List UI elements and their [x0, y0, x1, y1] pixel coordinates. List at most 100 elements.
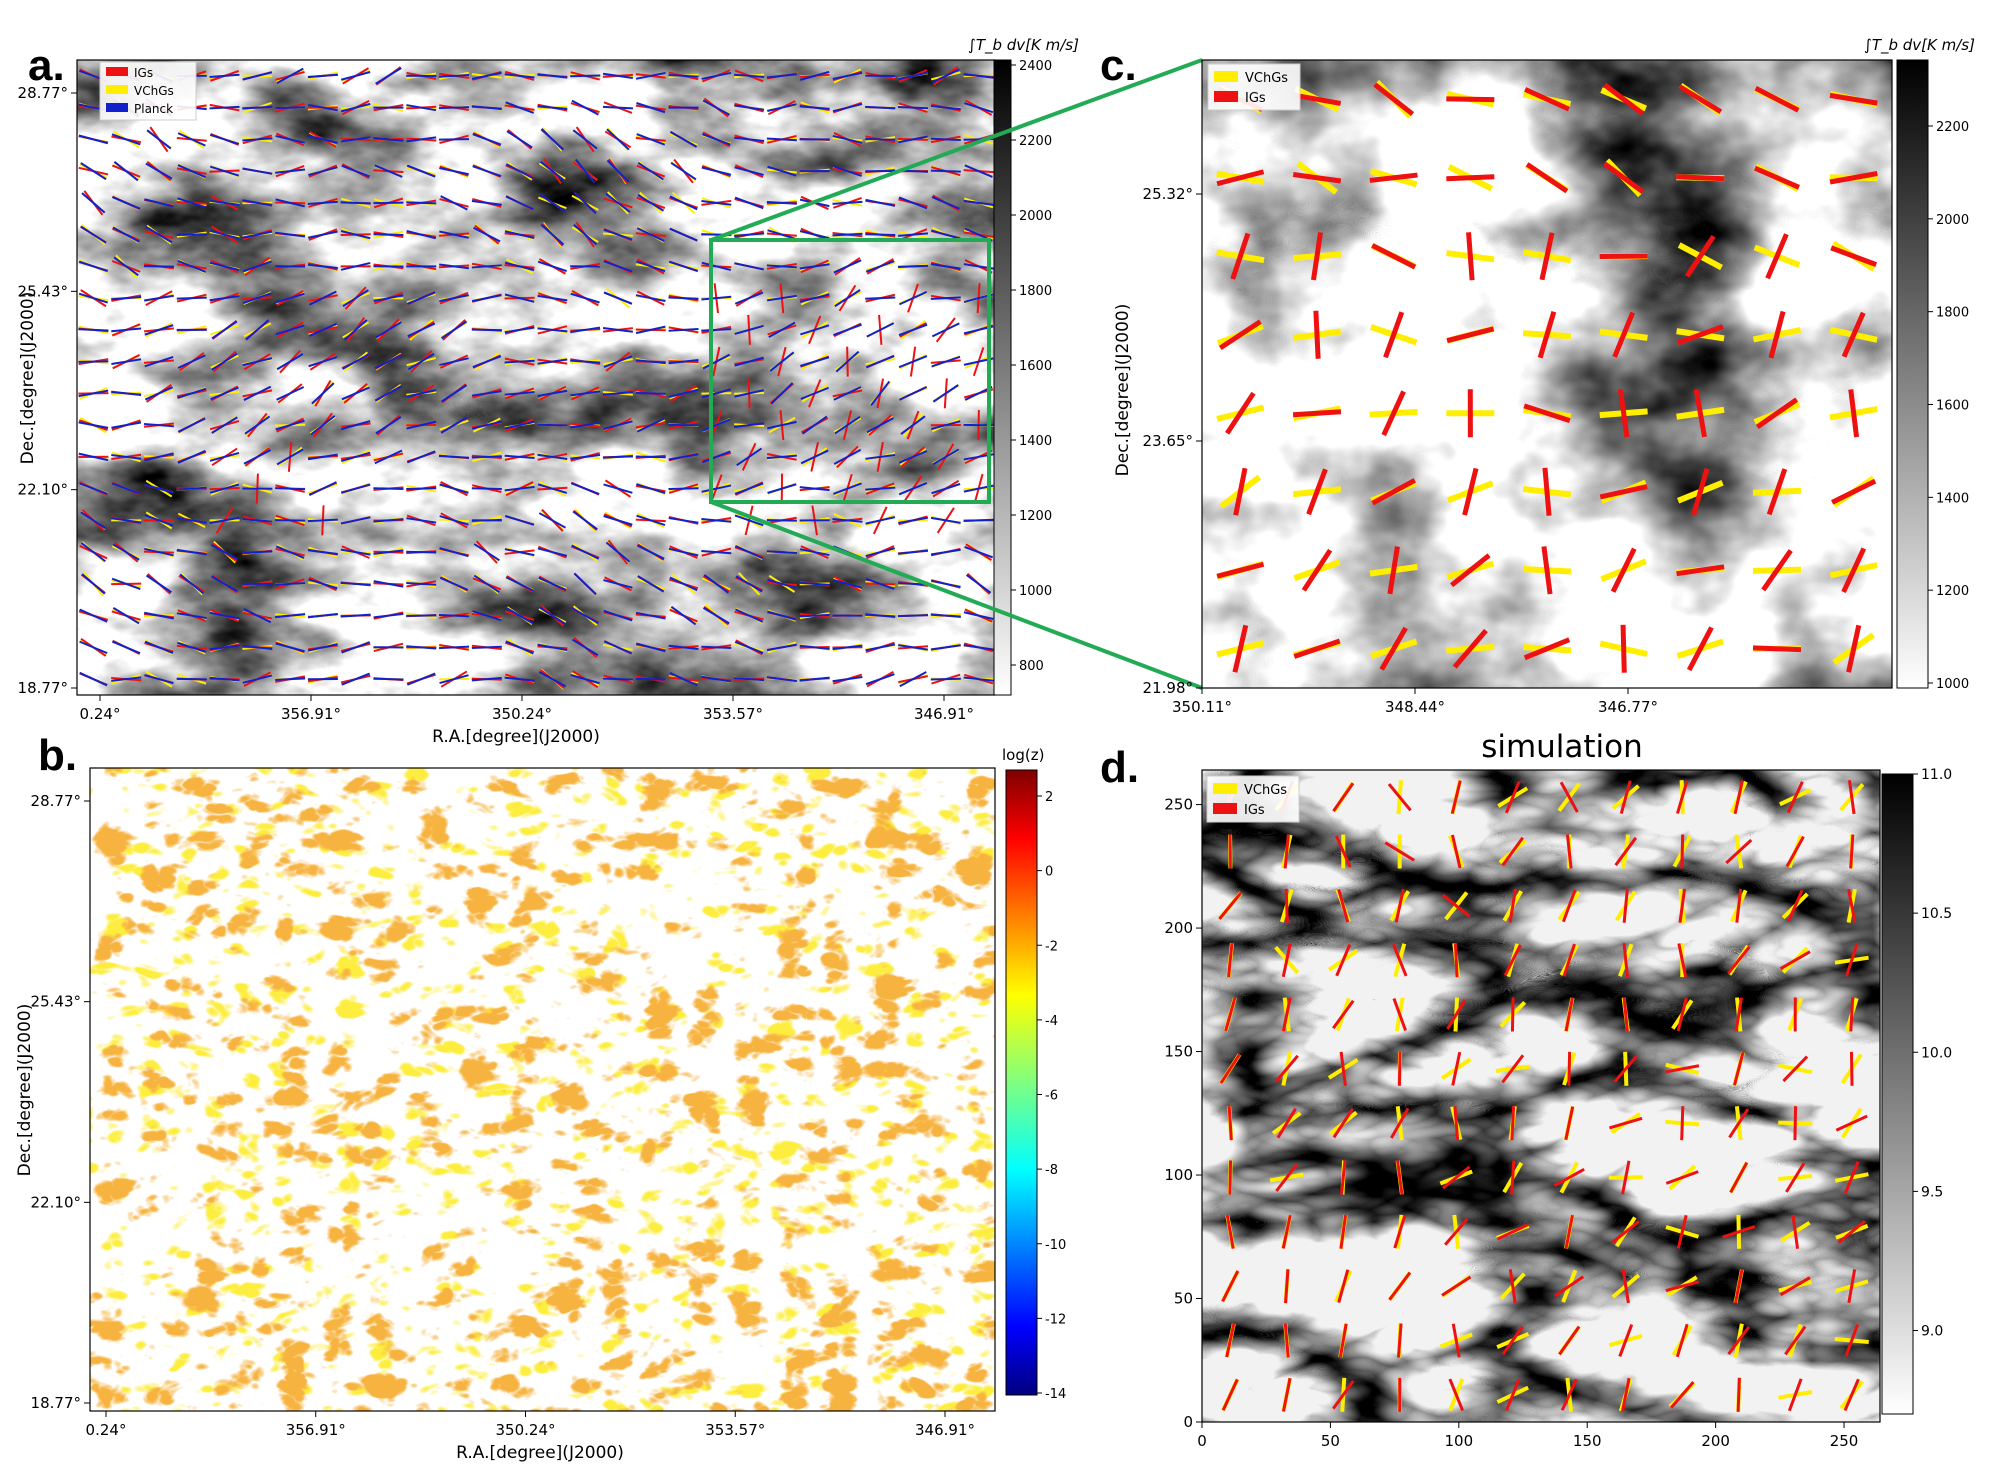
panel-b-ytick-label: 18.77°	[31, 1394, 81, 1412]
panel-c-ytick-label: 23.65°	[1143, 432, 1193, 450]
vecA-planck-vector	[570, 76, 600, 77]
panel-a-xtick-label: 0.24°	[80, 705, 121, 723]
panel-b-xtick-label: 353.57°	[705, 1421, 765, 1439]
panel-b-cbtick-label: -10	[1045, 1238, 1066, 1253]
vecA-planck-vector	[669, 297, 699, 298]
vecA-planck-vector	[898, 615, 928, 616]
legend-swatch-vchgs	[1213, 783, 1237, 794]
panel-c-ytick-label: 21.98°	[1143, 679, 1193, 697]
vecA-planck-vector	[472, 330, 502, 331]
vecA-planck-vector	[636, 679, 666, 680]
legend-swatch-igs	[1213, 803, 1237, 814]
legend-label-vchgs: VChGs	[134, 84, 174, 98]
panel-a-ylabel: Dec.[degree](J2000)	[18, 292, 38, 465]
vecA-planck-vector	[406, 552, 436, 553]
vecA-planck-vector	[537, 425, 567, 426]
vecD-igs-vector	[1512, 1161, 1514, 1195]
vecA-planck-vector	[373, 234, 403, 235]
panel-a-colorbar-label: ∫T_b dv[K m/s]	[968, 36, 1079, 55]
panel-c-cbtick-label: 1400	[1936, 491, 1969, 506]
legend-swatch-vchgs	[106, 85, 128, 94]
panel-d-xtick-label: 250	[1830, 1432, 1859, 1450]
vecA-planck-vector	[931, 139, 961, 140]
panel-c-xtick-label: 350.11°	[1172, 698, 1232, 716]
panel-d-xtick-label: 50	[1321, 1432, 1340, 1450]
panel-c-xtick-label: 346.77°	[1598, 698, 1658, 716]
panel-b-cbtick-label: -6	[1045, 1089, 1058, 1104]
panel-d-cbtick-label: 10.5	[1921, 906, 1952, 922]
panel-b-xlabel: R.A.[degree](J2000)	[456, 1443, 624, 1463]
panel-a-ytick-label: 28.77°	[18, 84, 68, 102]
panel-c-cbtick-label: 2200	[1936, 120, 1969, 135]
panel-a-xtick-label: 346.91°	[914, 705, 974, 723]
vecD-igs-vector	[1569, 1052, 1570, 1086]
panel-d-xtick-label: 200	[1701, 1432, 1730, 1450]
vecA-planck-vector	[636, 393, 666, 394]
panel-b-cbtick-label: -12	[1045, 1312, 1066, 1327]
vecA-planck-vector	[472, 647, 502, 648]
panel-b-colorbar-ticks: 20-2-4-6-8-10-12-14	[1037, 790, 1066, 1402]
panel-d-cbtick-label: 9.0	[1921, 1324, 1943, 1340]
vecA-planck-vector	[242, 551, 272, 552]
panel-c-cbtick-label: 1800	[1936, 306, 1969, 321]
panel-b-cbtick-label: 0	[1045, 865, 1053, 880]
vecC-igs-vector	[1753, 648, 1801, 650]
vecD-igs-vector	[1795, 1106, 1796, 1140]
vecA-planck-vector	[931, 171, 961, 172]
panel-d-colorbar	[1882, 774, 1913, 1414]
panel-b-cbtick-label: -4	[1045, 1014, 1058, 1029]
panel-a-cbtick-label: 1200	[1019, 509, 1052, 524]
panel-b-xtick-label: 346.91°	[915, 1421, 975, 1439]
panel-a-cbtick-label: 2200	[1019, 134, 1052, 149]
panel-b-ytick-label: 28.77°	[31, 792, 81, 810]
vecA-planck-vector	[275, 488, 305, 489]
panel-c-cbtick-label: 1000	[1936, 677, 1969, 692]
vecD-igs-vector	[1230, 1161, 1231, 1195]
panel-a-cbtick-label: 800	[1019, 659, 1044, 674]
vecA-planck-vector	[964, 520, 994, 521]
vecA-planck-vector	[341, 202, 371, 203]
vecC-igs-vector	[1446, 99, 1494, 100]
panel-d-xtick-label: 150	[1573, 1432, 1602, 1450]
panel-a-colorbar	[994, 60, 1011, 695]
vecD-igs-vector	[1286, 889, 1287, 923]
panel-b: b. 0.24°356.91°350.24°353.57°346.91°28.7…	[15, 731, 1066, 1463]
vecA-planck-vector	[177, 679, 207, 680]
vecA-planck-vector	[373, 203, 403, 204]
vecD-igs-vector	[1229, 1106, 1231, 1140]
panel-b-filaments	[90, 768, 995, 1411]
panel-d-ytick-label: 250	[1164, 796, 1193, 814]
vecA-planck-vector	[406, 488, 436, 489]
panel-b-ytick-label: 25.43°	[31, 993, 81, 1011]
panel-a-xtick-label: 356.91°	[281, 705, 341, 723]
panel-b-colorbar	[1006, 770, 1037, 1395]
legend-label-igs: IGs	[1244, 803, 1265, 818]
vecA-planck-vector	[669, 488, 699, 489]
panel-b-cbtick-label: -2	[1045, 939, 1058, 954]
panel-a-cbtick-label: 1600	[1019, 359, 1052, 374]
vecD-igs-vector	[1682, 835, 1683, 869]
legend-swatch-igs	[106, 67, 128, 76]
vecA-planck-vector	[931, 679, 961, 680]
vecC-igs-vector	[1623, 625, 1624, 673]
legend-label-igs: IGs	[1245, 91, 1266, 106]
panel-d-ytick-label: 200	[1164, 919, 1193, 937]
panel-a-xtick-label: 353.57°	[703, 705, 763, 723]
panel-d-cbtick-label: 10.0	[1921, 1045, 1952, 1061]
vecA-planck-vector	[865, 76, 895, 77]
panel-b-letter: b.	[38, 731, 77, 780]
legend-swatch-planck	[106, 103, 128, 112]
vecA-planck-vector	[669, 425, 699, 426]
vecA-planck-vector	[636, 456, 666, 457]
panel-b-cbtick-label: 2	[1045, 790, 1053, 805]
vecA-planck-vector	[373, 488, 403, 489]
panel-d-ytick-label: 50	[1174, 1290, 1193, 1308]
vecA-planck-vector	[865, 234, 895, 235]
vecA-planck-vector	[898, 107, 928, 108]
panel-c-ytick-label: 25.32°	[1143, 185, 1193, 203]
panel-a-intensity-map	[77, 60, 995, 695]
